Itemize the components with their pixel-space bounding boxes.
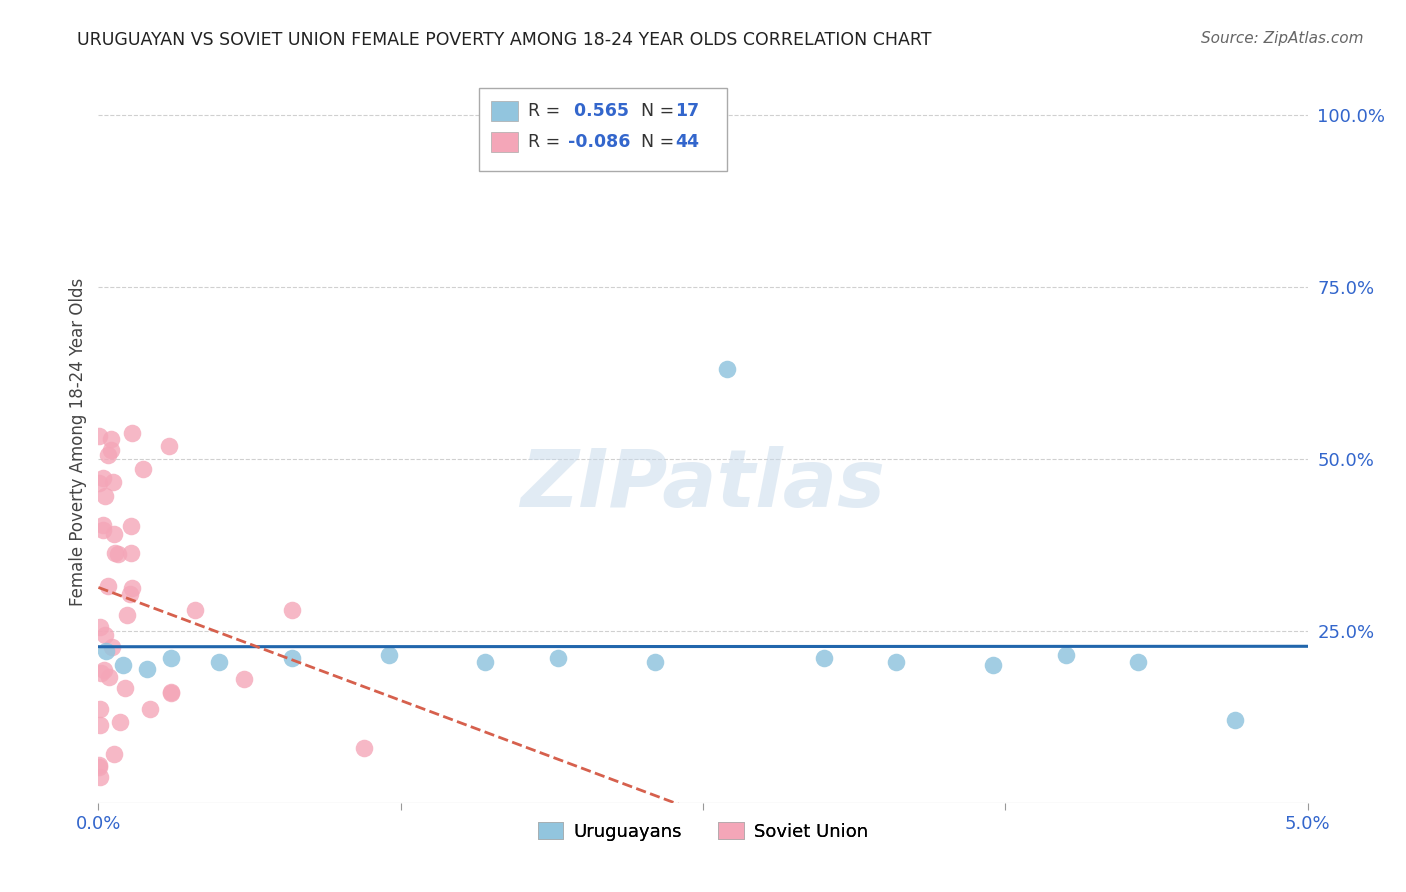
Point	[121, 425, 143, 440]
Point	[108, 715, 131, 730]
Point	[111, 658, 134, 673]
Text: R =: R =	[527, 103, 565, 120]
Point	[131, 462, 153, 476]
Text: URUGUAYAN VS SOVIET UNION FEMALE POVERTY AMONG 18-24 YEAR OLDS CORRELATION CHART: URUGUAYAN VS SOVIET UNION FEMALE POVERTY…	[77, 31, 932, 49]
Point	[90, 666, 112, 681]
Point	[184, 603, 207, 617]
Point	[716, 362, 738, 376]
Bar	[492, 132, 517, 152]
Text: 44: 44	[675, 133, 699, 151]
Point	[160, 686, 183, 700]
Text: R =: R =	[527, 133, 565, 151]
Point	[644, 655, 666, 669]
Point	[91, 523, 114, 537]
Point	[97, 448, 120, 462]
Point	[89, 476, 111, 491]
Y-axis label: Female Poverty Among 18-24 Year Olds: Female Poverty Among 18-24 Year Olds	[69, 277, 87, 606]
Text: Source: ZipAtlas.com: Source: ZipAtlas.com	[1201, 31, 1364, 46]
Point	[89, 757, 111, 772]
Text: 0.565: 0.565	[568, 103, 628, 120]
Point	[281, 603, 304, 617]
Point	[135, 662, 157, 676]
Point	[1223, 713, 1246, 727]
Text: 17: 17	[675, 103, 699, 120]
Point	[232, 672, 254, 686]
Point	[101, 475, 124, 490]
Point	[107, 547, 129, 561]
Text: N =: N =	[630, 103, 681, 120]
Point	[103, 546, 125, 560]
Point	[89, 760, 111, 774]
Point	[208, 655, 231, 669]
Bar	[492, 101, 517, 121]
Point	[474, 655, 496, 669]
Point	[97, 578, 120, 592]
Point	[94, 628, 117, 642]
Point	[89, 701, 111, 715]
Point	[91, 470, 114, 484]
Text: -0.086: -0.086	[568, 133, 630, 151]
Point	[89, 770, 111, 784]
Point	[94, 644, 117, 658]
Point	[886, 655, 908, 669]
Point	[89, 428, 111, 442]
Point	[103, 527, 125, 541]
Point	[100, 640, 122, 654]
Point	[100, 442, 122, 457]
Point	[89, 620, 111, 634]
Point	[97, 670, 120, 684]
Point	[121, 581, 143, 595]
Point	[377, 648, 399, 662]
Point	[1054, 648, 1077, 662]
Point	[120, 519, 142, 533]
Point	[813, 651, 835, 665]
Point	[120, 587, 142, 601]
Point	[115, 608, 138, 623]
Point	[138, 702, 160, 716]
Point	[160, 685, 183, 699]
Point	[547, 651, 569, 665]
Point	[91, 518, 114, 533]
Point	[100, 433, 122, 447]
Point	[1128, 655, 1150, 669]
Point	[103, 747, 125, 761]
Point	[89, 718, 111, 732]
Point	[93, 663, 115, 677]
Point	[160, 651, 183, 665]
Text: N =: N =	[630, 133, 681, 151]
Point	[114, 681, 136, 695]
Point	[120, 545, 142, 559]
Bar	[479, 87, 727, 170]
Point	[353, 740, 375, 755]
Point	[981, 658, 1004, 673]
Point	[281, 651, 304, 665]
Legend: Uruguayans, Soviet Union: Uruguayans, Soviet Union	[530, 814, 876, 848]
Point	[94, 489, 117, 503]
Text: ZIPatlas: ZIPatlas	[520, 446, 886, 524]
Point	[157, 439, 180, 453]
